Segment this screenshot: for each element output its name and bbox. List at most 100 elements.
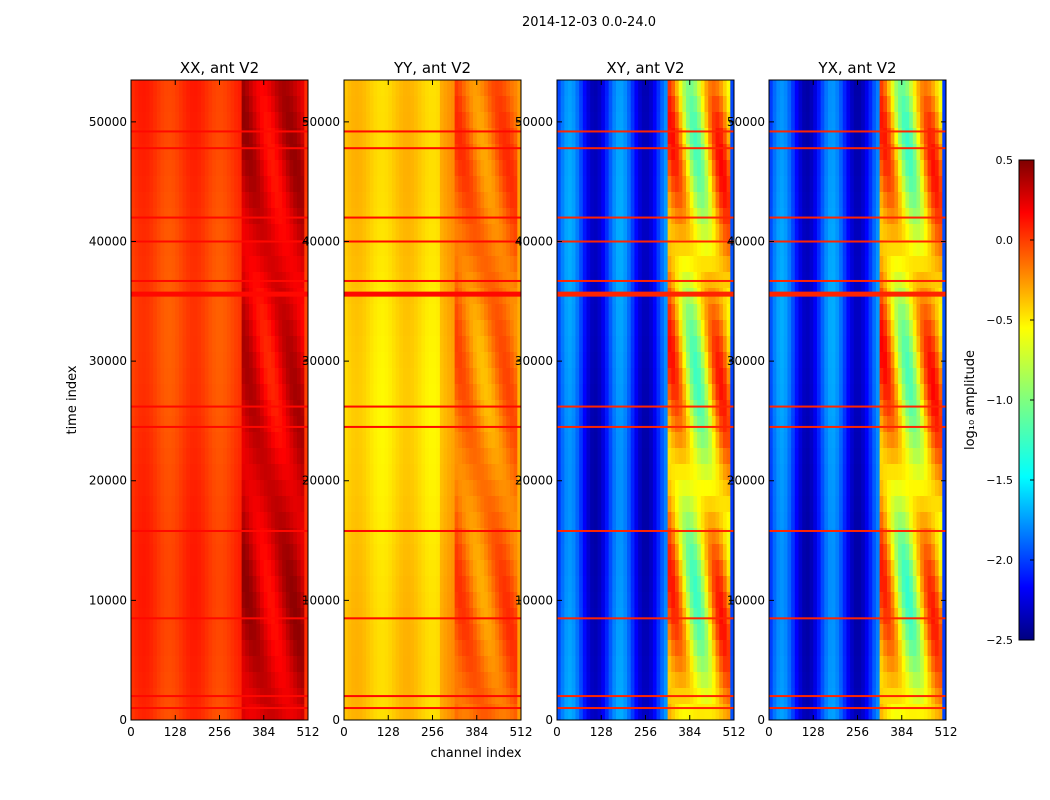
heatmap-cell [484,80,489,97]
heatmap-cell [484,624,489,641]
heatmap-cell [593,336,598,353]
heatmap-cell [708,224,713,241]
heatmap-cell [355,352,360,369]
heatmap-cell [612,176,617,193]
heatmap-cell [271,608,276,625]
heatmap-cell [410,144,415,161]
heatmap-cell [296,528,302,545]
heatmap-cell [278,656,283,673]
heatmap-cell [568,352,573,369]
heatmap-cell [491,224,496,241]
heatmap-cell [208,208,213,225]
heatmap-cell [344,112,349,129]
heatmap-cell [377,144,382,161]
heatmap-cell [417,112,422,129]
heatmap-cell [249,160,254,177]
heatmap-cell [373,112,378,129]
heatmap-cell [491,592,496,609]
heatmap-cell [186,400,191,417]
heatmap-cell [417,352,422,369]
heatmap-cell [171,112,176,129]
heatmap-cell [671,240,676,257]
heatmap-cell [517,320,522,337]
heatmap-cell [355,576,360,593]
heatmap-cell [282,240,287,257]
heatmap-cell [190,80,195,97]
heatmap-cell [171,560,176,577]
heatmap-cell [344,432,349,449]
heatmap-cell [304,384,309,401]
heatmap-cell [175,528,180,545]
heatmap-cell [193,576,198,593]
heatmap-cell [484,368,489,385]
heatmap-cell [138,384,143,401]
heatmap-cell [604,192,610,209]
heatmap-cell [167,528,172,545]
heatmap-cell [208,368,213,385]
heatmap-cell [204,512,209,529]
heatmap-cell [355,528,360,545]
heatmap-cell [604,352,610,369]
flagged-row-line [344,425,521,428]
heatmap-cell [282,400,287,417]
heatmap-cell [278,464,283,481]
heatmap-cell [241,528,246,545]
heatmap-cell [215,240,220,257]
heatmap-cell [212,144,217,161]
heatmap-cell [153,656,158,673]
heatmap-cell [473,640,478,657]
heatmap-cell [715,400,720,417]
heatmap-cell [582,80,587,97]
heatmap-cell [443,704,448,721]
heatmap-cell [619,224,624,241]
heatmap-cell [513,656,518,673]
heatmap-cell [223,176,228,193]
heatmap-cell [285,592,290,609]
heatmap-cell [156,384,161,401]
heatmap-cell [278,480,283,497]
heatmap-cell [293,480,298,497]
heatmap-cell [355,336,360,353]
heatmap-cell [697,416,702,433]
heatmap-cell [682,352,687,369]
heatmap-cell [612,96,617,113]
heatmap-cell [414,432,419,449]
heatmap-cell [260,544,265,561]
heatmap-cell [652,160,657,177]
heatmap-cell [274,544,279,561]
heatmap-cell [439,576,444,593]
heatmap-cell [586,224,591,241]
heatmap-cell [160,640,165,657]
heatmap-cell [417,544,422,561]
heatmap-cell [377,560,382,577]
heatmap-cell [469,576,474,593]
heatmap-cell [300,480,305,497]
heatmap-cell [249,208,254,225]
heatmap-cell [134,96,139,113]
heatmap-cell [380,672,385,689]
heatmap-cell [450,448,456,465]
heatmap-cell [425,672,430,689]
heatmap-cell [590,208,595,225]
heatmap-cell [671,320,676,337]
heatmap-cell [421,224,426,241]
heatmap-cell [278,560,283,577]
heatmap-cell [612,80,617,97]
heatmap-cell [351,432,356,449]
heatmap-cell [138,304,143,321]
heatmap-cell [278,304,283,321]
x-tick-label: 256 [421,725,444,739]
heatmap-cell [432,352,437,369]
heatmap-cell [406,448,411,465]
heatmap-cell [271,448,276,465]
heatmap-cell [473,128,478,145]
heatmap-cell [380,384,385,401]
heatmap-cell [145,128,150,145]
heatmap-cell [271,496,276,513]
heatmap-cell [289,304,294,321]
heatmap-cell [568,368,573,385]
heatmap-cell [414,176,419,193]
heatmap-cell [590,112,595,129]
heatmap-cell [428,112,433,129]
heatmap-cell [186,352,191,369]
